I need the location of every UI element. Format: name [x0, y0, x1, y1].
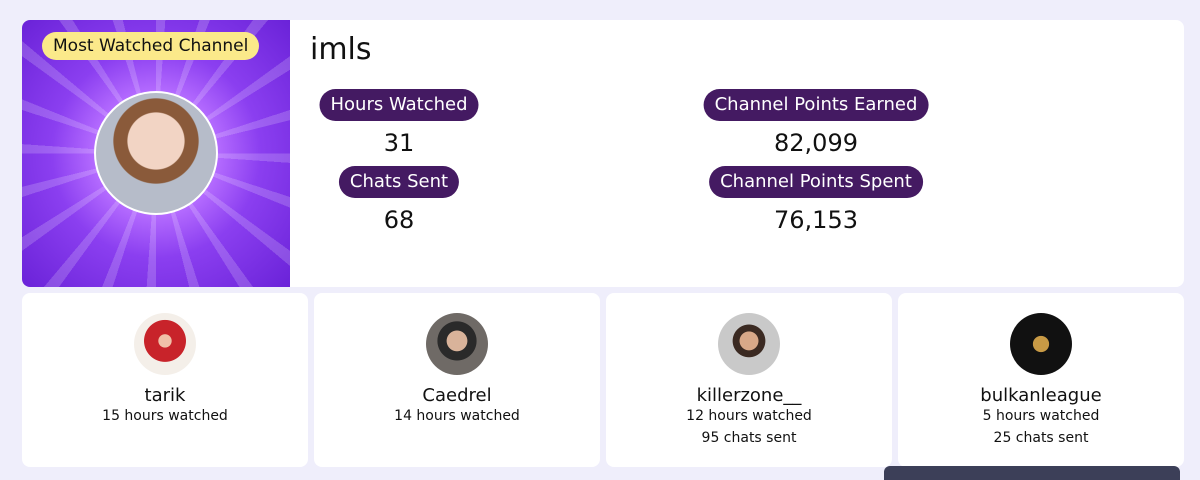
channel-card[interactable]: bulkanleague 5 hours watched 25 chats sent	[898, 293, 1184, 467]
channel-stat: 95 chats sent	[701, 430, 797, 446]
channel-name: Caedrel	[422, 385, 492, 406]
channel-name: tarik	[144, 385, 186, 406]
stat-label: Chats Sent	[338, 166, 460, 198]
featured-badge: Most Watched Channel	[42, 32, 260, 60]
stat-value: 76,153	[774, 206, 858, 234]
channel-card[interactable]: killerzone__ 12 hours watched 95 chats sen…	[606, 293, 892, 467]
stat-label: Channel Points Spent	[709, 166, 923, 198]
channel-avatar	[1010, 313, 1072, 375]
channel-name: bulkanleague	[980, 385, 1102, 406]
channel-avatar	[426, 313, 488, 375]
featured-name: imls	[310, 32, 372, 67]
stat-value: 68	[383, 206, 415, 234]
background-decoration	[884, 466, 1180, 480]
channel-card[interactable]: tarik 15 hours watched	[22, 293, 308, 467]
stat-value: 31	[383, 129, 415, 157]
channel-stat: 12 hours watched	[686, 408, 812, 424]
channel-stat: 15 hours watched	[102, 408, 228, 424]
stat-label: Channel Points Earned	[703, 89, 929, 121]
channel-avatar	[718, 313, 780, 375]
channel-stat: 5 hours watched	[982, 408, 1100, 424]
channel-stat: 14 hours watched	[394, 408, 520, 424]
channel-name: killerzone__	[696, 385, 802, 406]
channel-stat: 25 chats sent	[993, 430, 1089, 446]
channel-card[interactable]: Caedrel 14 hours watched	[314, 293, 600, 467]
stat-value: 82,099	[774, 129, 858, 157]
channel-avatar	[134, 313, 196, 375]
featured-banner: Most Watched Channel	[22, 20, 290, 287]
featured-avatar	[94, 91, 218, 215]
stat-label: Hours Watched	[319, 89, 479, 121]
